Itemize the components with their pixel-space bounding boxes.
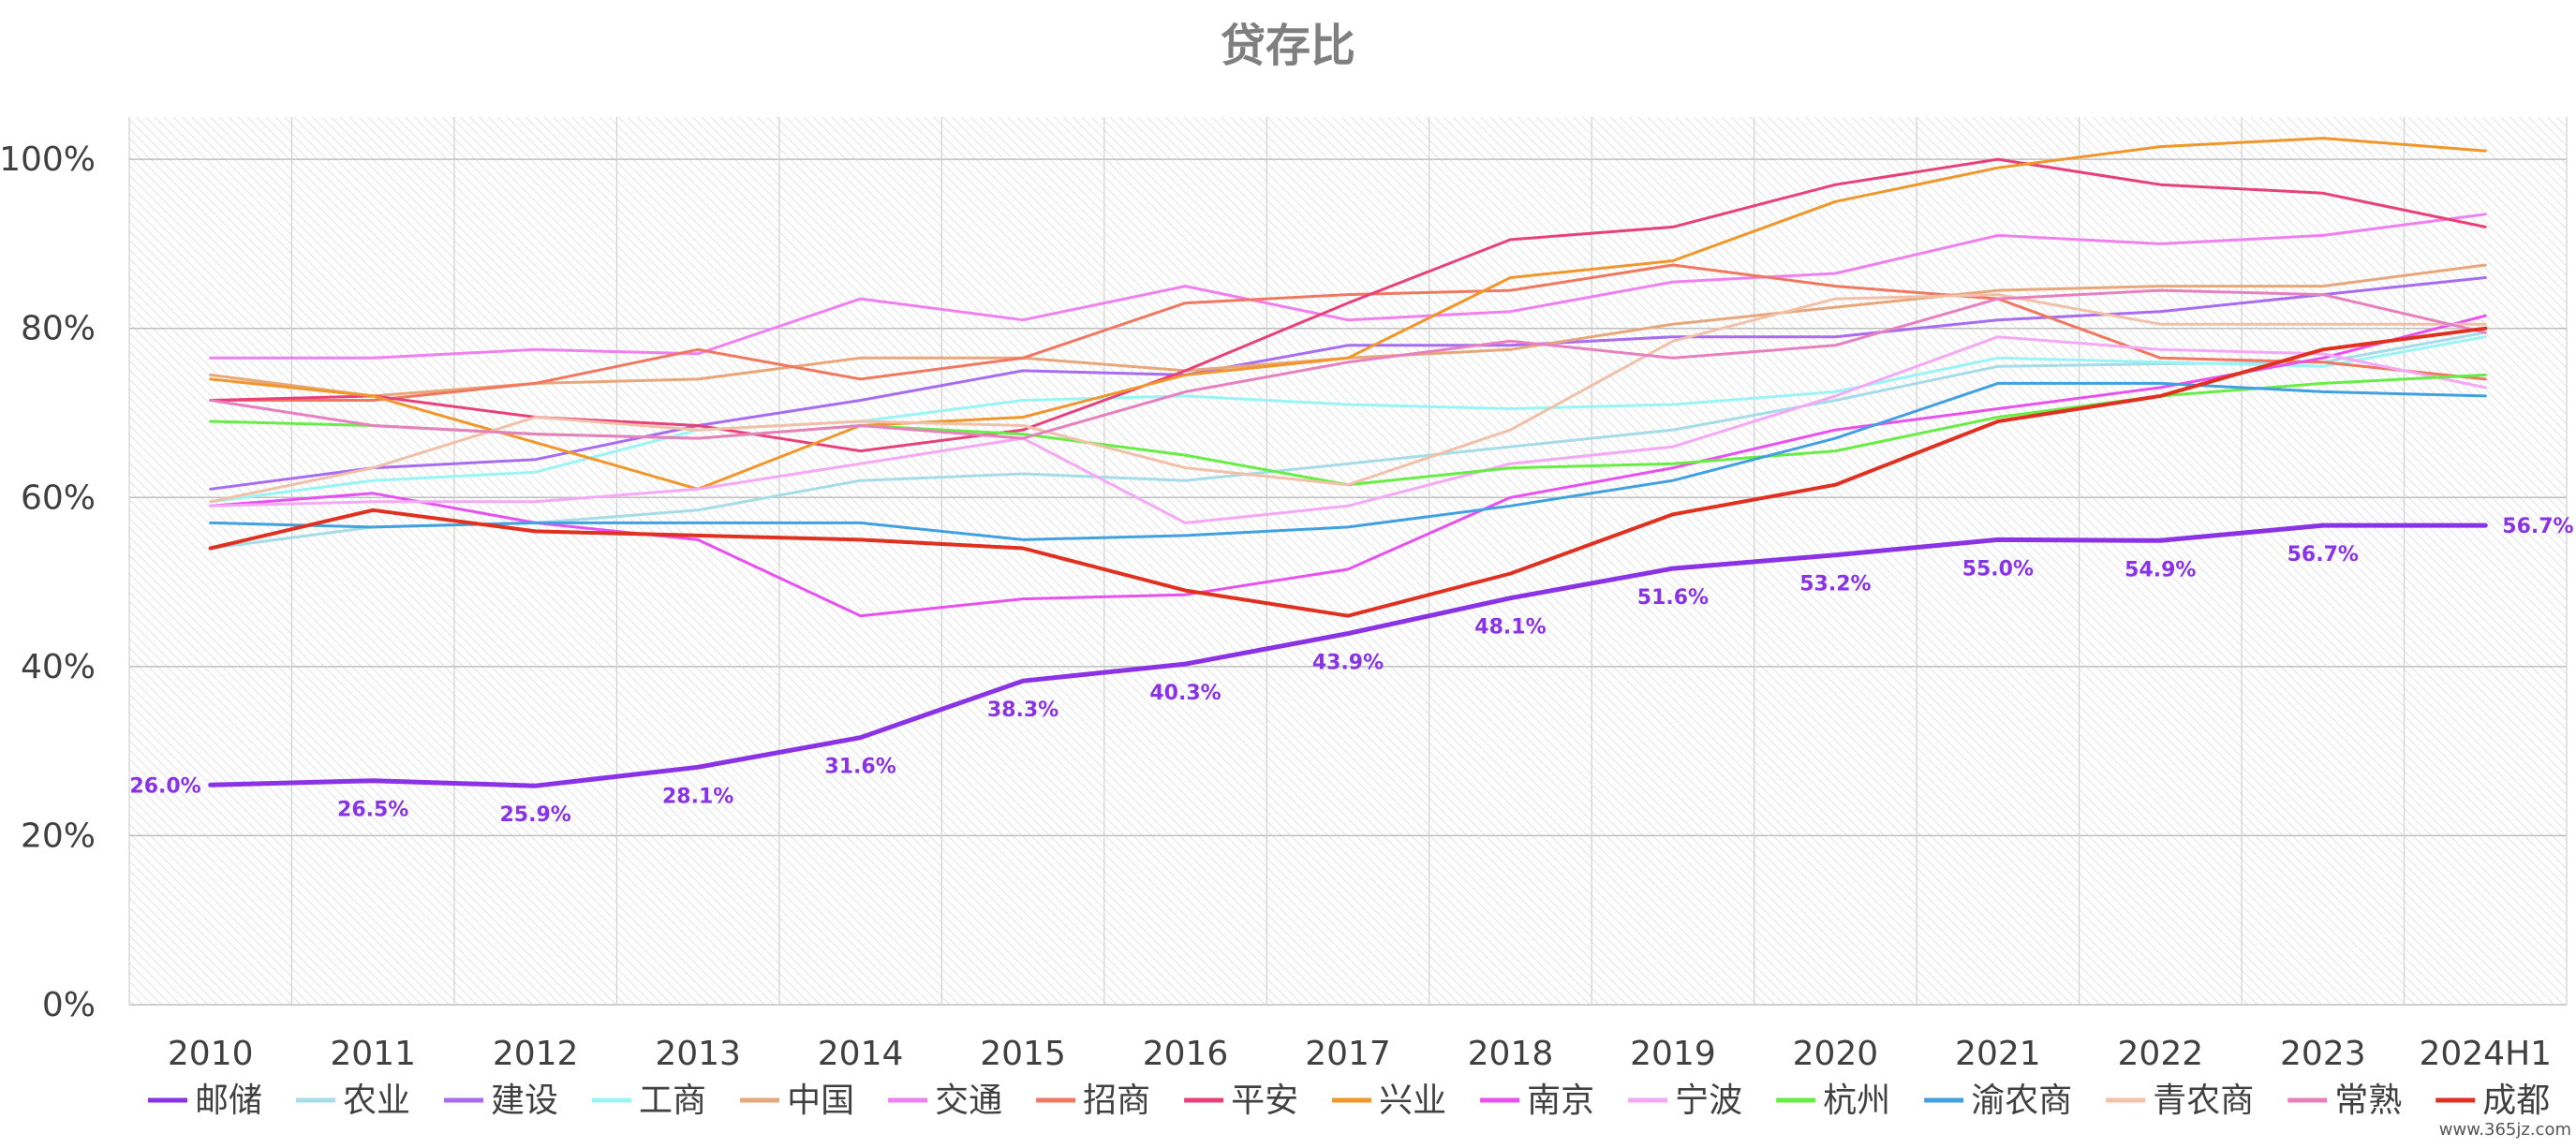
gridlines: [128, 117, 2568, 1006]
y-tick-label: 60%: [21, 478, 96, 517]
y-tick-label: 80%: [21, 310, 96, 348]
legend-item: 招商: [1036, 1082, 1150, 1120]
legend-item: 中国: [740, 1082, 854, 1120]
series-line-青农商: [209, 293, 2487, 504]
data-label: 55.0%: [1962, 557, 2034, 581]
data-label: 26.5%: [337, 799, 408, 822]
data-label: 25.9%: [500, 803, 571, 827]
legend-label: 中国: [787, 1082, 854, 1120]
data-label: 56.7%: [2502, 515, 2573, 538]
data-label: 28.1%: [662, 785, 733, 808]
series-line-成都: [208, 326, 2488, 618]
x-tick-label: 2016: [1143, 1035, 1229, 1073]
series-line-兴业: [209, 137, 2487, 491]
data-label: 40.3%: [1149, 682, 1221, 705]
watermark: www.365jz.com: [2439, 1120, 2571, 1140]
legend-item: 工商: [592, 1082, 706, 1120]
legend-item: 农业: [296, 1082, 410, 1120]
y-tick-label: 40%: [21, 648, 96, 686]
x-tick-label: 2011: [330, 1035, 416, 1073]
x-tick-label: 2010: [168, 1035, 254, 1073]
legend-label: 交通: [935, 1082, 1002, 1120]
legend-item: 成都: [2435, 1082, 2550, 1120]
series-line-平安: [209, 157, 2487, 453]
legend-label: 平安: [1231, 1082, 1298, 1120]
legend-label: 杭州: [1823, 1082, 1890, 1120]
data-label: 48.1%: [1474, 616, 1546, 640]
x-tick-label: 2023: [2280, 1035, 2366, 1073]
legend-item: 渝农商: [1924, 1082, 2072, 1120]
legend-item: 杭州: [1776, 1082, 1890, 1120]
data-labels: 26.0% 26.5% 25.9% 28.1% 31.6% 38.3% 40.3% 43.9%…: [129, 515, 2573, 827]
data-label: 56.7%: [2287, 543, 2359, 567]
series-line-交通: [209, 213, 2487, 360]
plot-background: [129, 117, 2567, 1005]
y-tick-label: 0%: [42, 986, 96, 1024]
legend-label: 兴业: [1379, 1082, 1446, 1120]
legend-item: 南京: [1480, 1082, 1594, 1120]
data-label: 51.6%: [1637, 586, 1709, 610]
series-line-邮储: [208, 522, 2488, 788]
x-tick-label: 2020: [1793, 1035, 1879, 1073]
y-tick-label: 100%: [0, 140, 96, 179]
legend-label: 南京: [1527, 1082, 1594, 1120]
series-line-宁波: [209, 335, 2487, 524]
legend-label: 宁波: [1675, 1082, 1742, 1120]
data-label: 43.9%: [1312, 652, 1384, 675]
x-tick-label: 2015: [980, 1035, 1066, 1073]
legend-label: 建设: [491, 1082, 558, 1120]
legend-label: 青农商: [2153, 1082, 2254, 1120]
legend-item: 平安: [1184, 1082, 1298, 1120]
x-tick-label: 2017: [1305, 1035, 1391, 1073]
legend-item: 交通: [888, 1082, 1002, 1120]
data-label: 38.3%: [987, 699, 1059, 722]
data-label: 53.2%: [1799, 573, 1871, 596]
y-axis-ticks: 0% 20% 40% 60% 80% 100%: [0, 140, 96, 1024]
legend-label: 成都: [2482, 1082, 2550, 1120]
data-label: 54.9%: [2124, 558, 2196, 581]
x-tick-label: 2021: [1955, 1035, 2041, 1073]
legend-label: 常熟: [2334, 1082, 2402, 1120]
plot-area: [129, 117, 2567, 1005]
x-tick-label: 2014: [818, 1035, 904, 1073]
legend-item: 兴业: [1332, 1082, 1446, 1120]
series-line-渝农商: [209, 381, 2487, 541]
series-line-常熟: [209, 288, 2487, 440]
series-line-招商: [209, 263, 2487, 402]
legend-label: 招商: [1083, 1082, 1150, 1120]
y-tick-label: 20%: [21, 817, 96, 855]
series-lines: [208, 137, 2488, 788]
chart-title: 贷存比: [1221, 20, 1355, 72]
x-tick-label: 2024H1: [2419, 1035, 2552, 1073]
legend-item: 建设: [444, 1082, 558, 1120]
series-line-南京: [209, 314, 2487, 618]
legend: 邮储 农业 建设 工商 中国 交通 招商 平安 兴业 南京 宁波 杭州 渝农商 青农商 常熟 成都: [148, 1082, 2550, 1120]
legend-label: 渝农商: [1971, 1082, 2072, 1120]
legend-label: 农业: [343, 1082, 410, 1120]
x-tick-label: 2013: [655, 1035, 741, 1073]
legend-item: 常熟: [2287, 1082, 2402, 1120]
data-label: 31.6%: [824, 756, 896, 779]
x-tick-label: 2018: [1468, 1035, 1554, 1073]
legend-label: 工商: [639, 1082, 706, 1120]
legend-label: 邮储: [195, 1082, 262, 1120]
legend-item: 青农商: [2106, 1082, 2254, 1120]
legend-item: 邮储: [148, 1082, 262, 1120]
legend-item: 宁波: [1628, 1082, 1742, 1120]
x-axis-ticks: 2010 2011 2012 2013 2014 2015 2016 2017 2018 2019…: [168, 1035, 2552, 1073]
x-tick-label: 2022: [2118, 1035, 2204, 1073]
series-line-农业: [209, 331, 2487, 550]
x-tick-label: 2012: [493, 1035, 579, 1073]
x-tick-label: 2019: [1630, 1035, 1716, 1073]
data-label: 26.0%: [129, 774, 200, 798]
